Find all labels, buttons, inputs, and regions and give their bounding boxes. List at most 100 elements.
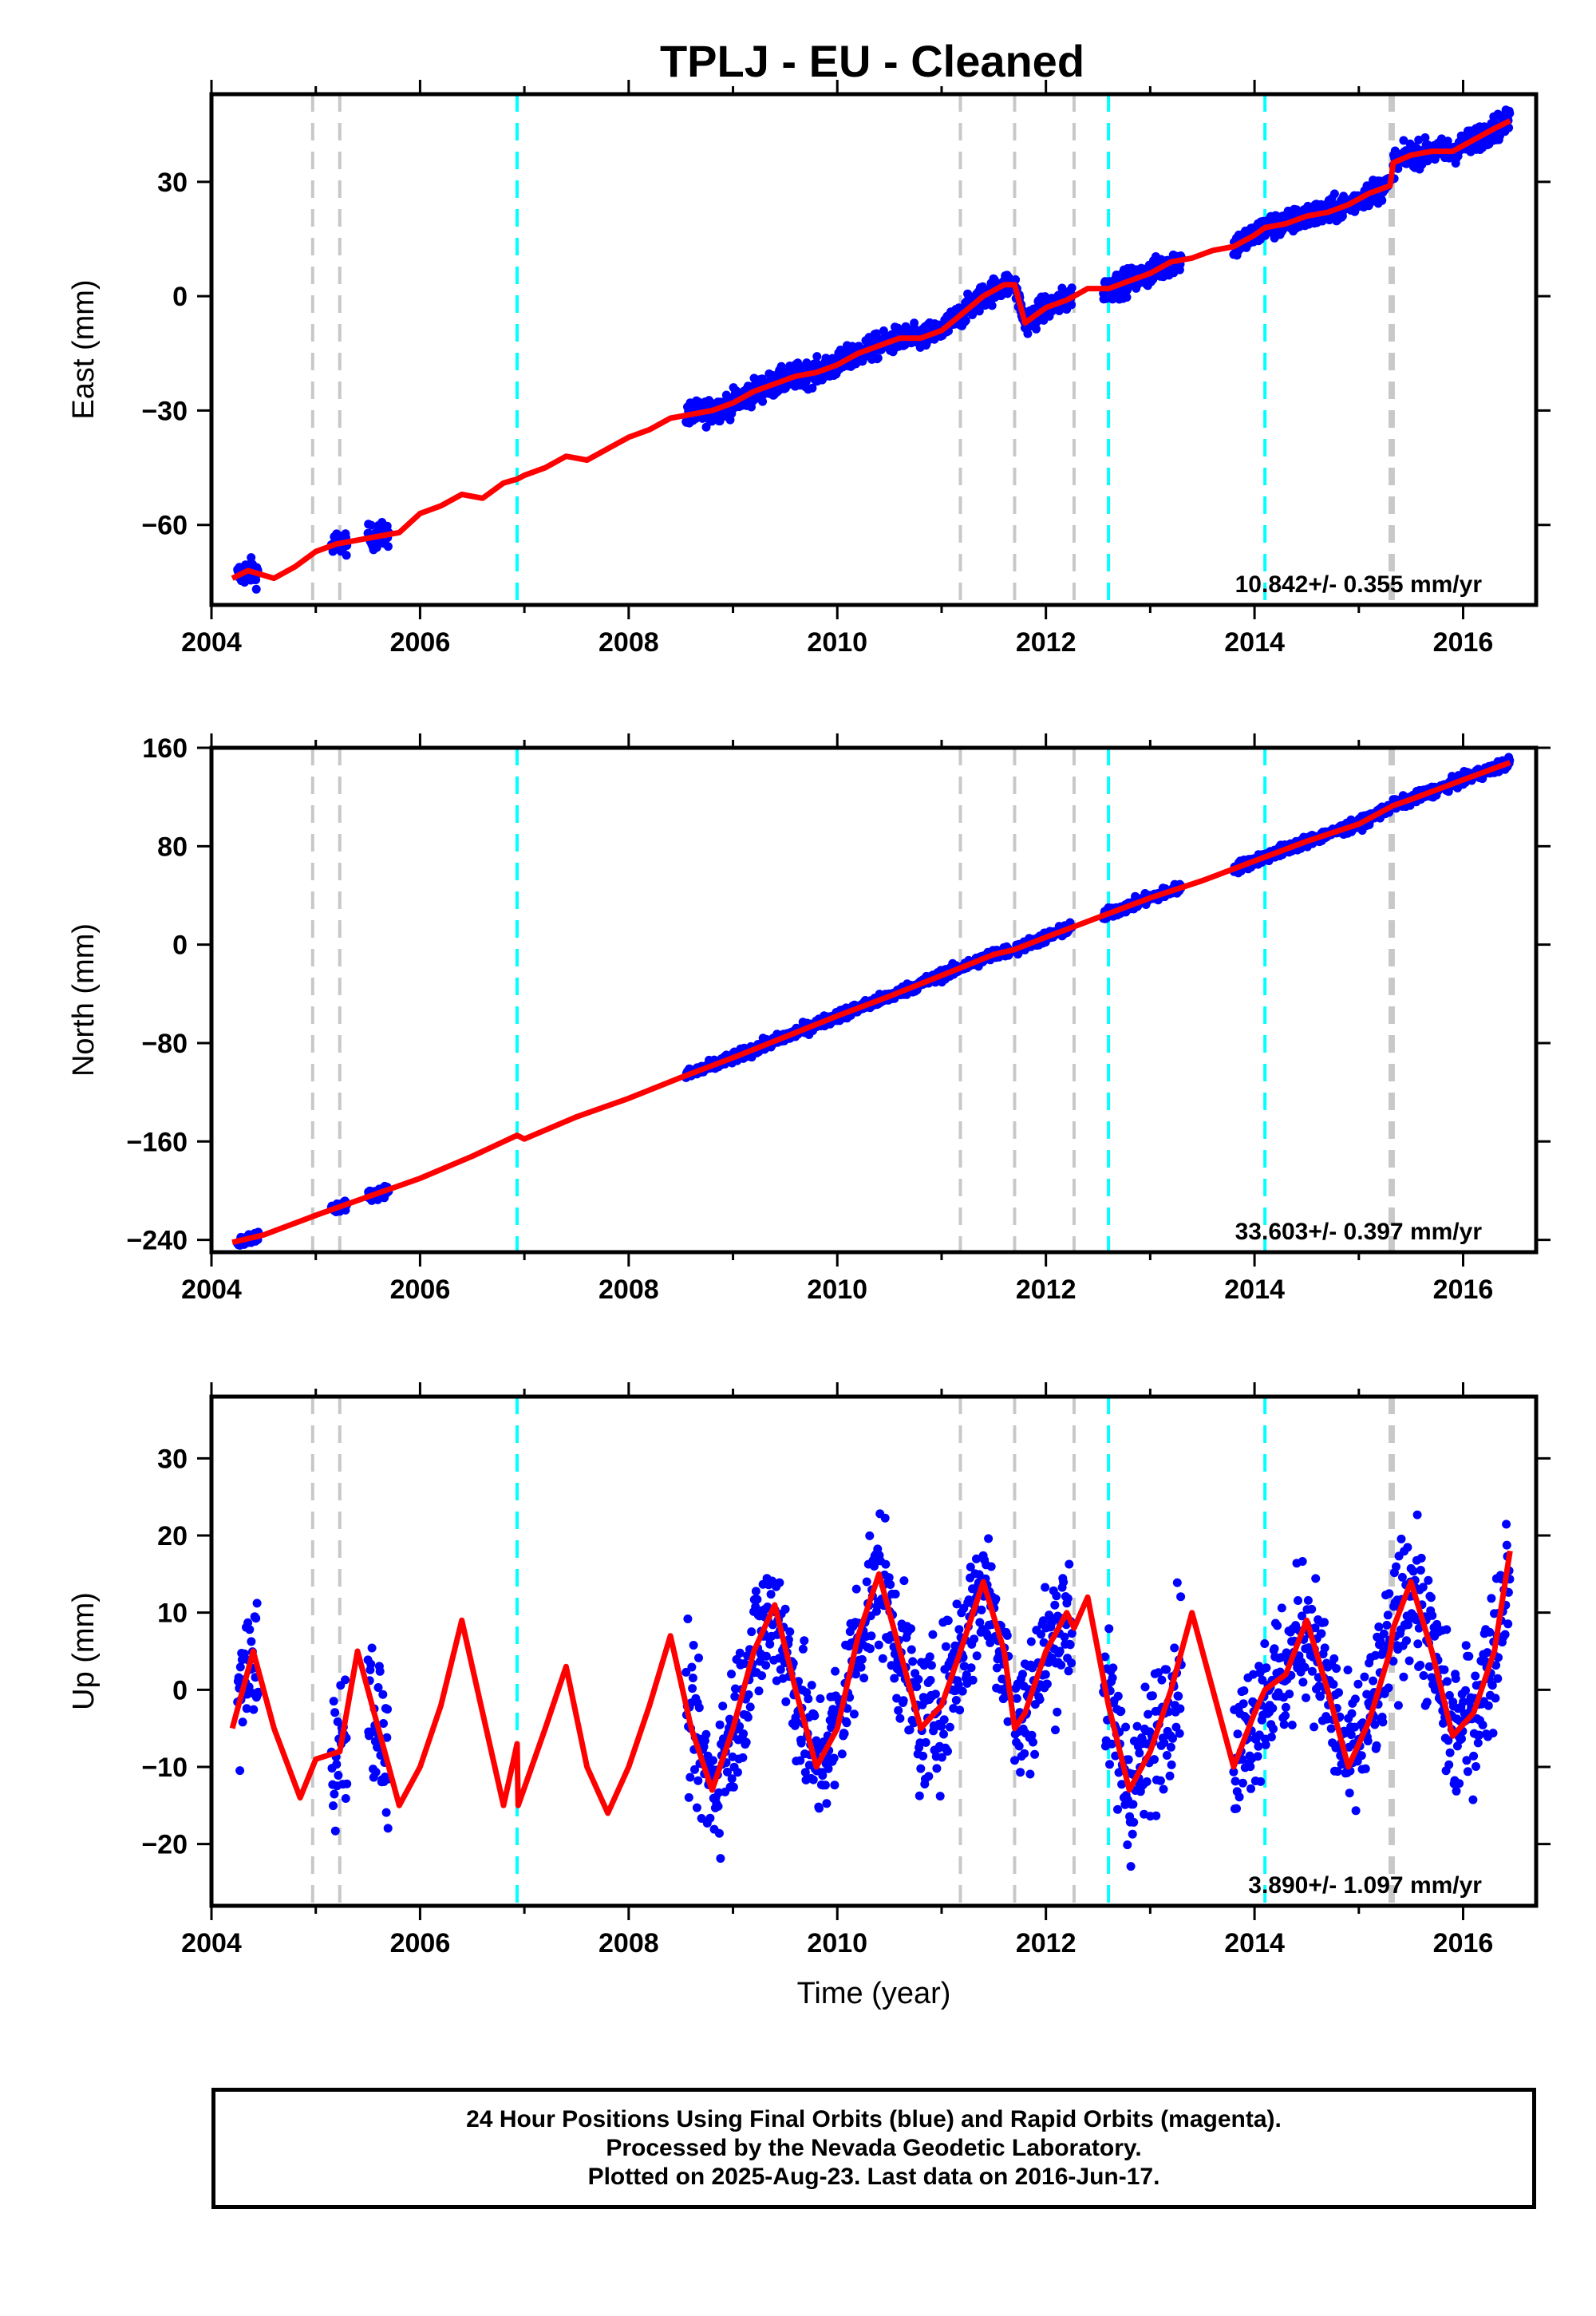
observation-point: [800, 1636, 809, 1646]
observation-point: [807, 1681, 816, 1690]
observation-point: [1310, 1623, 1320, 1633]
observation-point: [714, 1828, 724, 1838]
observation-point: [1357, 1751, 1366, 1761]
observation-point: [1316, 1692, 1325, 1701]
observation-point: [1260, 1639, 1270, 1648]
observation-point: [1329, 189, 1339, 199]
x-tick-label: 2008: [598, 1928, 659, 1958]
observation-point: [1432, 1619, 1442, 1629]
observation-point: [1333, 1767, 1342, 1777]
observation-point: [1231, 1777, 1240, 1786]
observation-point: [955, 1705, 965, 1715]
observation-point: [1003, 1717, 1013, 1726]
observation-point: [1294, 1596, 1302, 1605]
observation-point: [330, 1826, 340, 1836]
observation-point: [1150, 1755, 1159, 1765]
observation-point: [761, 1651, 771, 1661]
observation-point: [367, 1643, 377, 1653]
observation-point: [1057, 283, 1067, 293]
observation-point: [1113, 1804, 1122, 1814]
observation-point: [1162, 1665, 1171, 1674]
observation-point: [1412, 1615, 1421, 1625]
observation-point: [1281, 1702, 1290, 1712]
observation-point: [975, 1618, 985, 1627]
observation-point: [899, 1576, 909, 1586]
observation-point: [1041, 1583, 1050, 1592]
observation-point: [727, 1670, 736, 1679]
observation-point: [1503, 1619, 1513, 1629]
observation-point: [1393, 1701, 1403, 1710]
observation-point: [891, 1589, 900, 1599]
x-tick-label: 2004: [181, 627, 242, 658]
observation-point: [945, 1722, 954, 1732]
observation-point: [1471, 1671, 1480, 1681]
observation-point: [1053, 1707, 1062, 1717]
observation-point: [1310, 1722, 1319, 1732]
observation-point: [757, 1671, 767, 1681]
footer-caption-box: 24 Hour Positions Using Final Orbits (bl…: [211, 2088, 1536, 2209]
observation-point: [839, 1729, 849, 1738]
observation-point: [235, 1662, 245, 1672]
observation-point: [881, 1559, 891, 1569]
observation-point: [1444, 1760, 1454, 1769]
observation-point: [939, 1729, 948, 1739]
observation-point: [1100, 1652, 1110, 1662]
observation-point: [697, 1814, 706, 1823]
observation-point: [1461, 1686, 1470, 1695]
observation-point: [824, 1764, 833, 1773]
observation-point: [1175, 1729, 1184, 1738]
observation-point: [1262, 1663, 1271, 1673]
y-tick-label: −10: [141, 1753, 188, 1783]
observation-point: [820, 1780, 830, 1790]
observation-point: [878, 1654, 887, 1663]
observation-point: [930, 1690, 940, 1699]
observation-point: [247, 553, 256, 563]
observation-point: [1369, 1676, 1378, 1686]
observation-point: [1126, 1862, 1136, 1871]
observation-point: [1060, 1632, 1069, 1642]
x-axis-label: Time (year): [797, 1977, 951, 2010]
observation-point: [966, 1663, 976, 1673]
observation-point: [822, 1799, 832, 1808]
observation-point: [1345, 1788, 1354, 1798]
observation-point: [1038, 1616, 1048, 1626]
observation-point: [1144, 1709, 1153, 1719]
observation-point: [758, 397, 768, 406]
y-tick-label: 20: [157, 1521, 188, 1551]
x-tick-label: 2006: [390, 1275, 451, 1305]
north-model-curve: [231, 760, 1511, 1246]
observation-point: [1363, 1737, 1373, 1745]
y-tick-label: 30: [157, 168, 188, 198]
footer-line-plotted-on: Plotted on 2025-Aug-23. Last data on 201…: [587, 2164, 1160, 2190]
observation-point: [1376, 1636, 1385, 1646]
observation-point: [1029, 1737, 1037, 1747]
observation-point: [1329, 1654, 1339, 1663]
observation-point: [1392, 1562, 1400, 1571]
observation-point: [1018, 1670, 1027, 1679]
observation-point: [1393, 164, 1403, 173]
observation-point: [899, 1696, 908, 1705]
observation-point: [379, 1719, 388, 1728]
observation-point: [1442, 1625, 1452, 1634]
observation-point: [1273, 1621, 1282, 1630]
x-tick-label: 2012: [1016, 627, 1077, 658]
observation-point: [1020, 1749, 1029, 1758]
observation-point: [987, 301, 997, 310]
observation-point: [827, 1723, 836, 1733]
observation-point: [383, 1824, 393, 1833]
observation-point: [766, 1590, 776, 1599]
observation-point: [341, 1794, 350, 1803]
observation-point: [1039, 1638, 1049, 1647]
observation-point: [1014, 1741, 1024, 1751]
x-tick-label: 2008: [598, 627, 659, 658]
figure-title: TPLJ - EU - Cleaned: [660, 36, 1084, 86]
observation-point: [831, 1666, 840, 1676]
observation-point: [1491, 1694, 1500, 1703]
observation-point: [729, 1782, 738, 1792]
observation-point: [751, 1602, 760, 1611]
observation-point: [1445, 1748, 1455, 1757]
observation-point: [1500, 1630, 1510, 1639]
observation-point: [1012, 1694, 1021, 1703]
observation-point: [738, 1753, 748, 1762]
observation-point: [329, 1801, 338, 1811]
